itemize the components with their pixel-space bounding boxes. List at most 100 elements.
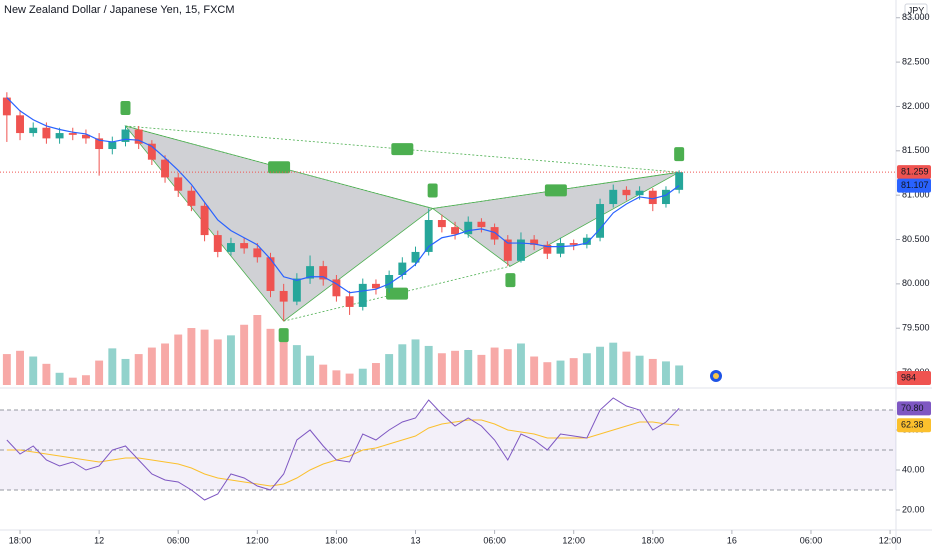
pattern-point [120, 100, 131, 115]
volume-bar [385, 354, 394, 385]
x-tick-label: 12:00 [562, 535, 585, 545]
currency[interactable]: JPY [908, 5, 925, 15]
candle-body [161, 159, 169, 178]
ma-label: 81.107 [901, 180, 929, 190]
volume-bar [108, 348, 117, 385]
y-tick-label: 80.500 [902, 234, 930, 244]
volume-bar [240, 324, 249, 385]
rsi-ma-label: 62.38 [901, 420, 924, 430]
candle-body [451, 227, 460, 235]
volume-bar [55, 372, 64, 385]
candle-body [2, 97, 11, 116]
x-tick-label: 06:00 [483, 535, 506, 545]
volume-bar [42, 363, 51, 385]
y-tick-label: 81.500 [902, 145, 930, 155]
candle-body [16, 115, 24, 134]
candle-body [464, 221, 473, 235]
candle-body [490, 227, 499, 240]
candle-body [95, 138, 104, 150]
volume-bar [16, 350, 24, 385]
candle-body [543, 244, 552, 254]
candle-body [240, 243, 249, 249]
candle-body [68, 133, 77, 135]
volume-bar [530, 356, 539, 385]
volume-bar [319, 364, 328, 385]
last-price-label: 81.259 [901, 167, 929, 177]
candle-body [477, 221, 486, 228]
volume-bar [556, 360, 565, 385]
volume-bar [609, 342, 618, 385]
x-tick-label: 12 [94, 535, 104, 545]
volume-bar [569, 358, 578, 385]
volume-bar [437, 353, 446, 385]
pattern-point [278, 328, 289, 343]
ma-label-box [897, 178, 931, 193]
currency-box[interactable] [904, 3, 928, 19]
y-tick-label: 80.000 [902, 278, 930, 288]
volume-bar [68, 377, 77, 385]
candle-body [213, 235, 222, 252]
y-tick-label: 79.500 [902, 323, 930, 333]
candle-body [253, 248, 262, 258]
candle-body [675, 172, 684, 190]
volume-bar [596, 346, 605, 385]
volume-bar [332, 370, 341, 385]
candle-body [424, 220, 433, 252]
volume-bar [292, 345, 301, 385]
volume-bar [121, 358, 130, 385]
volume-bar [451, 350, 460, 385]
rsi-tick-label: 40.00 [902, 464, 925, 474]
candle-body [398, 262, 407, 275]
pattern-point [674, 147, 685, 162]
rsi-line [6, 397, 680, 501]
x-tick-label: 18:00 [9, 535, 32, 545]
volume-bar [2, 354, 11, 385]
candle-body [437, 220, 446, 228]
pattern-ratio-line [125, 125, 433, 209]
logo-dot [713, 373, 719, 379]
candle-body [556, 243, 565, 254]
candle-body [635, 190, 644, 196]
candle-body [81, 134, 90, 139]
candle-body [596, 204, 605, 238]
candle-body [385, 275, 394, 289]
volume-bar [477, 354, 486, 385]
y-tick-label: 82.000 [902, 101, 930, 111]
pattern-ratio-box [544, 184, 567, 197]
candle-body [358, 283, 367, 307]
candle-body [662, 189, 670, 205]
candle-body [306, 266, 315, 279]
candle-body [503, 239, 512, 261]
candle-body [121, 129, 130, 142]
x-tick-label: 16 [727, 535, 737, 545]
pattern-point [427, 183, 438, 198]
volume-bar [464, 350, 473, 385]
candle-body [332, 279, 341, 297]
pattern-point [505, 273, 516, 288]
volume-bar [306, 355, 315, 385]
y-tick-label: 81.000 [902, 190, 930, 200]
volume-bar [490, 347, 499, 385]
candle-body [530, 239, 539, 245]
volume-bar [134, 354, 143, 385]
volume-bar [345, 373, 354, 385]
candle-body [411, 251, 420, 263]
candle-body [200, 205, 209, 236]
volume-bar [29, 356, 38, 385]
candle-body [147, 143, 156, 160]
candle-body [279, 290, 288, 302]
candle-body [29, 127, 38, 134]
volume-bar [503, 349, 512, 385]
volume-bar [279, 337, 288, 385]
rsi-tick-label: 20.00 [902, 504, 925, 514]
volume-bar [648, 358, 657, 385]
candle-body [648, 190, 657, 205]
volume-bar [213, 339, 222, 385]
candle-body [266, 257, 275, 291]
volume-bar [187, 328, 196, 385]
candle-body [609, 189, 618, 205]
chart-title: New Zealand Dollar / Japanese Yen, 15, F… [4, 4, 235, 16]
candle-body [622, 189, 631, 196]
